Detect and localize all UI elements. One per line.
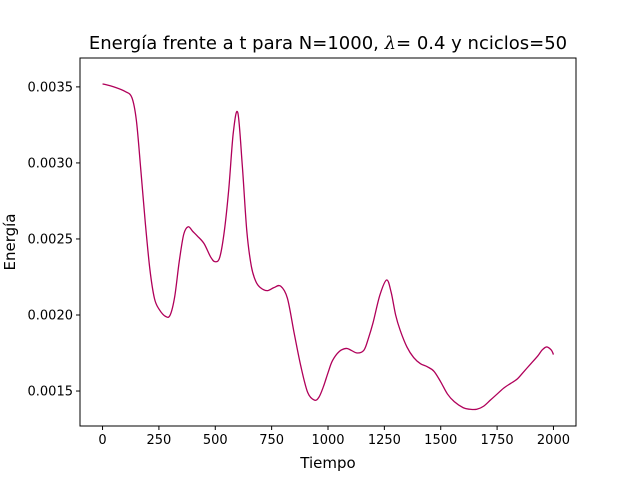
x-tick-label: 750	[259, 433, 284, 448]
y-tick-label: 0.0025	[28, 232, 74, 247]
chart-title-lambda: λ	[384, 33, 396, 54]
y-tick-label: 0.0020	[28, 308, 74, 323]
x-tick-label: 500	[203, 433, 228, 448]
chart-title-prefix: Energía frente a t para N=1000,	[89, 33, 385, 54]
x-tick-label: 2000	[537, 433, 570, 448]
y-tick-label: 0.0015	[28, 385, 74, 400]
x-axis-label: Tiempo	[299, 454, 355, 472]
x-tick-label: 1000	[311, 433, 344, 448]
x-tick-label: 0	[98, 433, 106, 448]
y-tick-label: 0.0035	[28, 80, 74, 95]
x-tick-label: 250	[146, 433, 171, 448]
x-tick-label: 1500	[424, 433, 457, 448]
series-line-layer	[102, 83, 555, 411]
x-axis: 0 250 500 750 1000 1250 1500 1750 2000	[98, 426, 570, 448]
y-tick-label: 0.0030	[28, 156, 74, 171]
chart-title: Energía frente a t para N=1000, λ= 0.4 y…	[89, 33, 567, 54]
x-tick-label: 1750	[481, 433, 514, 448]
y-axis: 0.0015 0.0020 0.0025 0.0030 0.0035	[28, 80, 80, 400]
y-axis-label: Energía	[1, 214, 19, 271]
x-tick-label: 1250	[368, 433, 401, 448]
chart-title-suffix: = 0.4 y nciclos=50	[396, 33, 567, 54]
series-line	[102, 83, 555, 411]
